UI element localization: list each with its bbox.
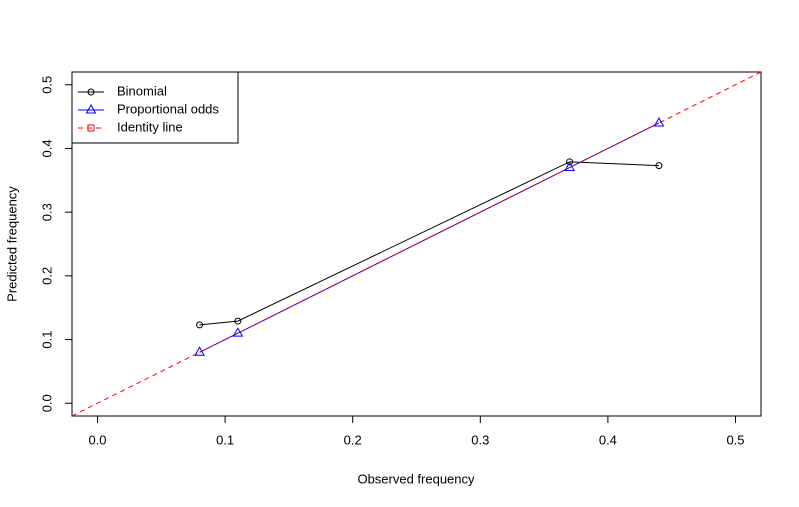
point bbox=[653, 116, 665, 127]
y-axis-label: Predicted frequency bbox=[4, 186, 19, 302]
point bbox=[234, 317, 242, 325]
x-tick-label: 0.0 bbox=[88, 432, 106, 447]
legend-marker bbox=[87, 124, 95, 132]
legend-box bbox=[71, 71, 239, 144]
x-tick-label: 0.1 bbox=[216, 432, 234, 447]
x-axis-label: Observed frequency bbox=[357, 471, 475, 486]
x-tick-label: 0.5 bbox=[726, 432, 744, 447]
legend-label: Identity line bbox=[117, 119, 183, 134]
y-tick-label: 0.1 bbox=[39, 331, 54, 349]
legend-label: Binomial bbox=[117, 83, 167, 98]
point bbox=[566, 158, 574, 166]
y-tick-label: 0.4 bbox=[39, 139, 54, 157]
legend-label: Proportional odds bbox=[117, 101, 219, 116]
y-tick-label: 0.0 bbox=[39, 394, 54, 412]
y-tick-label: 0.2 bbox=[39, 267, 54, 285]
legend-marker bbox=[87, 88, 95, 96]
series-line bbox=[199, 161, 659, 326]
point bbox=[194, 346, 205, 356]
identity-line bbox=[71, 71, 762, 417]
point bbox=[655, 162, 663, 170]
point bbox=[232, 327, 244, 337]
x-tick-label: 0.4 bbox=[599, 432, 617, 447]
y-tick-label: 0.5 bbox=[39, 76, 54, 94]
point bbox=[196, 321, 204, 329]
x-tick-label: 0.2 bbox=[344, 432, 362, 447]
y-tick-label: 0.3 bbox=[39, 203, 54, 221]
point bbox=[564, 161, 575, 172]
x-tick-label: 0.3 bbox=[471, 432, 489, 447]
plot-box bbox=[71, 71, 762, 417]
legend-marker bbox=[85, 103, 97, 114]
